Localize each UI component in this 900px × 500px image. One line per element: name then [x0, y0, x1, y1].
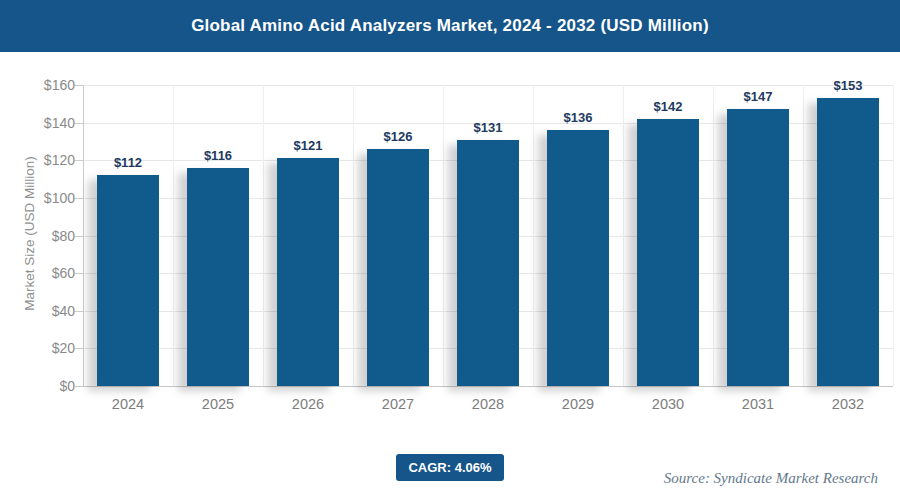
cagr-badge: CAGR: 4.06% — [396, 454, 504, 481]
bar-2031 — [727, 109, 789, 386]
bar-2030 — [637, 119, 699, 386]
bar-value-label: $131 — [443, 120, 533, 135]
x-tick-label: 2032 — [803, 396, 893, 412]
bar-value-label: $116 — [173, 148, 263, 163]
x-tick-label: 2028 — [443, 396, 533, 412]
v-gridline — [623, 85, 624, 386]
h-gridline — [83, 85, 893, 86]
v-gridline — [173, 85, 174, 386]
chart-page: Global Amino Acid Analyzers Market, 2024… — [0, 0, 900, 500]
x-tick-label: 2026 — [263, 396, 353, 412]
x-tick-label: 2025 — [173, 396, 263, 412]
chart-title-bar: Global Amino Acid Analyzers Market, 2024… — [0, 0, 900, 52]
chart-title: Global Amino Acid Analyzers Market, 2024… — [191, 16, 709, 36]
v-gridline — [713, 85, 714, 386]
bar-value-label: $112 — [83, 155, 173, 170]
plot-area: $112$116$121$126$131$136$142$147$153 202… — [83, 85, 893, 386]
bar-value-label: $126 — [353, 129, 443, 144]
y-tick-label: $40 — [5, 302, 75, 320]
x-tick-label: 2030 — [623, 396, 713, 412]
source-attribution: Source: Syndicate Market Research — [664, 470, 878, 487]
v-gridline — [893, 85, 894, 386]
x-tick-label: 2027 — [353, 396, 443, 412]
bar-2026 — [277, 158, 339, 386]
v-gridline — [803, 85, 804, 386]
bar-2027 — [367, 149, 429, 386]
bar-2029 — [547, 130, 609, 386]
bar-value-label: $147 — [713, 89, 803, 104]
bar-2025 — [187, 168, 249, 386]
y-tick-label: $0 — [5, 377, 75, 395]
y-tick — [75, 85, 83, 86]
y-tick-label: $140 — [5, 114, 75, 132]
y-tick-label: $20 — [5, 339, 75, 357]
x-tick-label: 2024 — [83, 396, 173, 412]
x-tick-label: 2029 — [533, 396, 623, 412]
y-axis-line — [83, 85, 84, 386]
y-tick — [75, 198, 83, 199]
bar-value-label: $121 — [263, 138, 353, 153]
y-tick-label: $100 — [5, 189, 75, 207]
bar-value-label: $142 — [623, 99, 713, 114]
x-axis-line — [75, 386, 893, 387]
y-tick — [75, 160, 83, 161]
y-tick — [75, 273, 83, 274]
bar-value-label: $153 — [803, 78, 893, 93]
bar-2024 — [97, 175, 159, 386]
v-gridline — [533, 85, 534, 386]
y-tick-label: $80 — [5, 227, 75, 245]
x-tick-label: 2031 — [713, 396, 803, 412]
y-tick-label: $60 — [5, 264, 75, 282]
y-tick — [75, 348, 83, 349]
y-tick — [75, 236, 83, 237]
y-tick — [75, 311, 83, 312]
y-tick-label: $120 — [5, 151, 75, 169]
y-tick-label: $160 — [5, 76, 75, 94]
v-gridline — [263, 85, 264, 386]
bar-2028 — [457, 140, 519, 386]
bar-value-label: $136 — [533, 110, 623, 125]
y-tick — [75, 123, 83, 124]
bar-2032 — [817, 98, 879, 386]
